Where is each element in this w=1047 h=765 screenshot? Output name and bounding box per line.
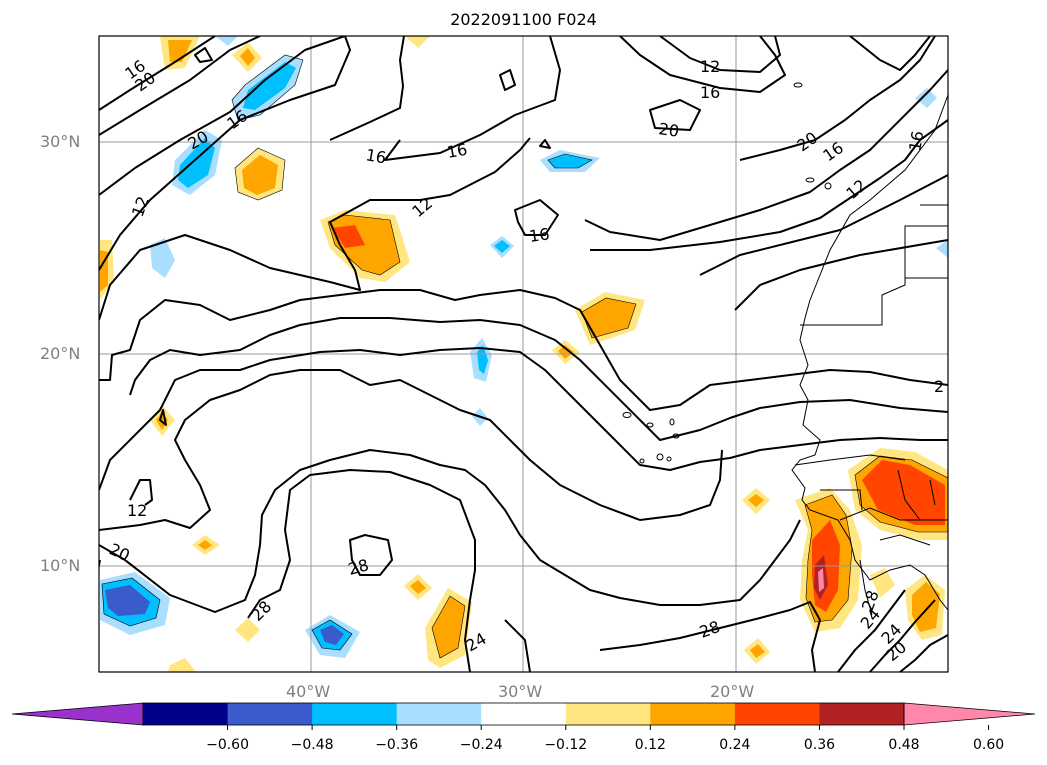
lat-label-10n: 10°N [40,556,81,575]
contour-label: 16 [528,224,551,246]
contour-label: 12 [127,501,147,520]
colorbar-box [396,703,482,725]
contour-label: 12 [842,175,870,203]
colorbar-box [650,703,736,725]
lon-label-30w: 30°W [498,682,543,701]
anomaly-outlines [101,54,948,659]
contour-label: 12 [700,57,720,76]
colorbar-tick-label: 0.60 [972,737,1005,753]
colorbar-box [312,703,398,725]
colorbar-box [481,703,567,725]
colorbar-tick-label: −0.60 [206,737,249,753]
contour-label: 20 [793,128,821,155]
anomaly-fills [100,36,948,672]
colorbar-box [819,703,905,725]
coastline [622,82,948,616]
colorbar-tick-label: 0.48 [888,737,920,753]
colorbar-extend-high [903,702,1036,726]
contour-label: 2 [934,377,944,396]
contour-label: 12 [128,194,153,220]
colorbar-tick-label: 0.24 [719,737,751,753]
colorbar-extend-low [11,702,144,726]
lon-label-40w: 40°W [286,682,331,701]
map-frame [98,35,949,673]
height-contours [99,36,948,672]
colorbar-box [227,703,313,725]
colorbar-tick-label: −0.24 [459,737,503,753]
colorbar [11,702,1036,730]
colorbar-box [734,703,820,725]
contour-label: 16 [700,83,720,102]
contour-label: 24 [857,605,885,633]
lon-label-20w: 20°W [710,682,755,701]
contour-label: 20 [657,119,680,141]
contour-label: 28 [247,597,275,625]
colorbar-tick-label: −0.12 [544,737,588,753]
lat-label-20n: 20°N [40,344,81,363]
contour-label: 16 [364,145,387,167]
colorbar-frame [142,702,905,726]
colorbar-tick-label: 0.12 [634,737,666,753]
contour-label: 28 [346,555,371,579]
lat-label-30n: 30°N [40,132,81,151]
contour-label: 16 [445,140,468,162]
contour-label: 28 [697,617,723,642]
colorbar-box [565,703,651,725]
contour-label: 20 [106,539,132,565]
colorbar-tick-label: −0.48 [290,737,334,753]
map-title: 2022091100 F024 [450,10,597,29]
contour-label: 16 [905,129,927,152]
colorbar-tick-label: 0.36 [803,737,836,753]
colorbar-tick-label: −0.36 [375,737,419,753]
colorbar-box [143,703,229,725]
